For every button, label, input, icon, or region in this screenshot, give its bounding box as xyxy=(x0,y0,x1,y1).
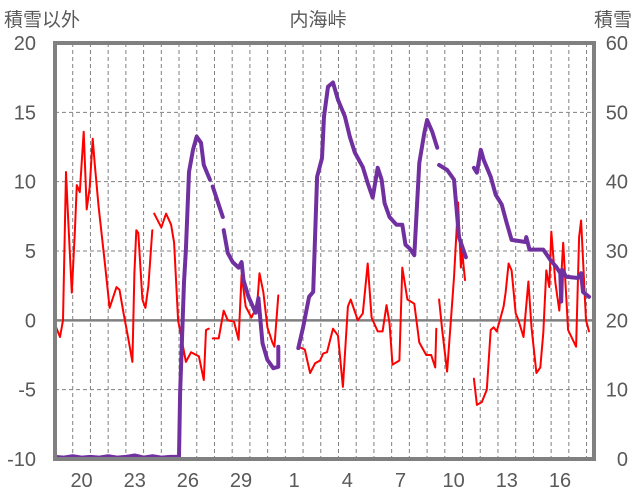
chart-title: 内海峠 xyxy=(289,9,346,31)
y-left-tick-label: 15 xyxy=(14,102,36,124)
series-layer xyxy=(53,80,591,460)
snow-depth-line-segment xyxy=(221,228,281,371)
snow-depth-line-segment xyxy=(471,147,591,304)
y-right-tick-label: 0 xyxy=(617,449,628,471)
x-tick-label: 10 xyxy=(443,470,465,492)
y-left-tick-label: 20 xyxy=(14,33,36,55)
right-axis-title: 積雪 xyxy=(594,9,632,31)
y-right-tick-label: 60 xyxy=(606,33,628,55)
temperature-line-segment xyxy=(297,262,438,388)
snow-depth-line-segment xyxy=(437,163,468,260)
x-tick-label: 23 xyxy=(124,470,146,492)
temperature-line-segment xyxy=(211,272,280,348)
x-tick-label: 13 xyxy=(496,470,518,492)
plot-frame xyxy=(53,41,596,461)
y-left-tick-label: 0 xyxy=(25,310,36,332)
temperature-line-segment xyxy=(472,219,590,406)
y-right-tick-label: 20 xyxy=(606,310,628,332)
y-left-tick-label: -5 xyxy=(18,380,36,402)
y-left-tick-label: 5 xyxy=(25,241,36,263)
y-right-tick-label: 10 xyxy=(606,380,628,402)
snow-depth-line-segment xyxy=(53,134,212,460)
y-left-tick-label: -10 xyxy=(7,449,36,471)
y-right-tick-label: 30 xyxy=(606,241,628,263)
snow-depth-line-segment xyxy=(210,184,225,219)
y-right-tick-label: 40 xyxy=(606,172,628,194)
x-tick-label: 4 xyxy=(342,470,353,492)
x-tick-label: 7 xyxy=(395,470,406,492)
x-tick-label: 20 xyxy=(70,470,92,492)
y-left-tick-label: 10 xyxy=(14,172,36,194)
x-tick-label: 29 xyxy=(230,470,252,492)
left-axis-title: 積雪以外 xyxy=(4,9,80,31)
y-right-tick-label: 50 xyxy=(606,102,628,124)
temperature-line-segment xyxy=(438,201,466,373)
x-tick-label: 16 xyxy=(549,470,571,492)
x-tick-label: 1 xyxy=(289,470,300,492)
snow-depth-line-segment xyxy=(296,80,440,351)
temperature-line-segment xyxy=(55,130,154,363)
x-tick-label: 26 xyxy=(177,470,199,492)
